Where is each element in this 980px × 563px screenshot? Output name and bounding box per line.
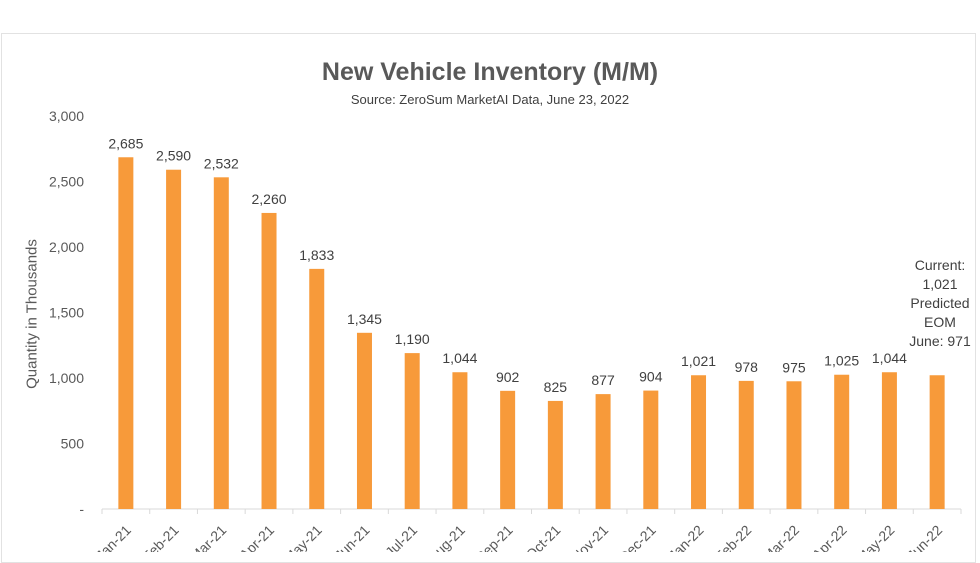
- data-label: 975: [782, 359, 806, 375]
- x-tick-label: May-22: [853, 522, 897, 552]
- x-tick-label: Mar-21: [187, 522, 230, 552]
- bar-sep-21: [500, 390, 516, 509]
- data-label: 904: [639, 369, 663, 385]
- x-tick-label: Jul-21: [382, 522, 420, 552]
- data-label: 1,025: [824, 353, 859, 369]
- x-tick-label: Jan-22: [665, 522, 707, 552]
- bar-feb-22: [738, 380, 754, 509]
- x-tick-label: Jun-21: [331, 522, 373, 552]
- x-tick-label: Nov-21: [568, 522, 611, 552]
- annotation-line: Current:: [914, 257, 966, 273]
- data-label: 2,260: [252, 191, 287, 207]
- annotation-line: Predicted: [910, 295, 970, 311]
- annotation-line: June: 971: [909, 333, 971, 349]
- bar-apr-22: [834, 374, 850, 509]
- x-tick-label: Feb-21: [139, 522, 182, 552]
- data-label: 1,044: [872, 350, 907, 366]
- x-tick-label: Apr-21: [236, 522, 277, 552]
- data-label: 1,021: [681, 353, 716, 369]
- bar-jan-21: [118, 157, 134, 509]
- data-label: 877: [591, 372, 615, 388]
- y-tick-label: 3,000: [49, 108, 84, 124]
- x-tick-label: Apr-22: [809, 522, 850, 552]
- x-tick-label: Sep-21: [473, 522, 516, 552]
- bar-apr-21: [261, 212, 277, 509]
- bar-feb-21: [166, 169, 182, 509]
- x-tick-label: Jun-22: [904, 522, 946, 552]
- data-label: 1,833: [299, 247, 334, 263]
- chart-title: New Vehicle Inventory (M/M): [321, 58, 659, 86]
- bar-may-21: [309, 268, 325, 509]
- bar-mar-22: [786, 381, 802, 509]
- bar-mar-21: [213, 177, 229, 510]
- bar-oct-21: [547, 400, 563, 509]
- bar-nov-21: [595, 394, 611, 509]
- bar-aug-21: [452, 372, 468, 509]
- y-tick-label: 2,000: [49, 239, 84, 255]
- y-tick-label: 1,500: [49, 305, 84, 321]
- bar-jul-21: [404, 353, 420, 509]
- annotation-line: 1,021: [922, 276, 958, 292]
- x-tick-label: Aug-21: [425, 522, 468, 552]
- x-tick-label: Oct-21: [522, 522, 563, 552]
- bar-may-22: [881, 372, 897, 509]
- data-label: 902: [496, 369, 520, 385]
- bar-dec-21: [643, 390, 659, 509]
- bar-jun-22: [929, 375, 945, 509]
- current-predicted-annotation: Current: 1,021 Predicted EOM June: 971: [898, 256, 980, 351]
- x-tick-label: Feb-22: [712, 522, 755, 552]
- data-label: 2,590: [156, 148, 191, 164]
- y-tick-label: -: [79, 501, 84, 517]
- data-label: 1,044: [442, 350, 477, 366]
- chart-subtitle: Source: ZeroSum MarketAI Data, June 23, …: [350, 92, 630, 107]
- data-label: 2,532: [204, 155, 239, 171]
- x-tick-label: May-21: [281, 522, 325, 552]
- y-tick-label: 1,000: [49, 370, 84, 386]
- data-label: 2,685: [108, 135, 143, 151]
- bar-jun-21: [356, 332, 372, 509]
- chart-frame: [1, 33, 976, 563]
- x-tick-label: Dec-21: [616, 522, 659, 552]
- x-tick-label: Jan-21: [92, 522, 134, 552]
- data-label: 978: [735, 359, 759, 375]
- x-tick-label: Mar-22: [759, 522, 802, 552]
- bar-jan-22: [691, 375, 707, 509]
- data-label: 1,190: [395, 331, 430, 347]
- data-label: 825: [544, 379, 568, 395]
- y-tick-label: 500: [61, 436, 85, 452]
- data-label: 1,345: [347, 311, 382, 327]
- y-tick-label: 2,500: [49, 174, 84, 190]
- annotation-line: EOM: [924, 314, 956, 330]
